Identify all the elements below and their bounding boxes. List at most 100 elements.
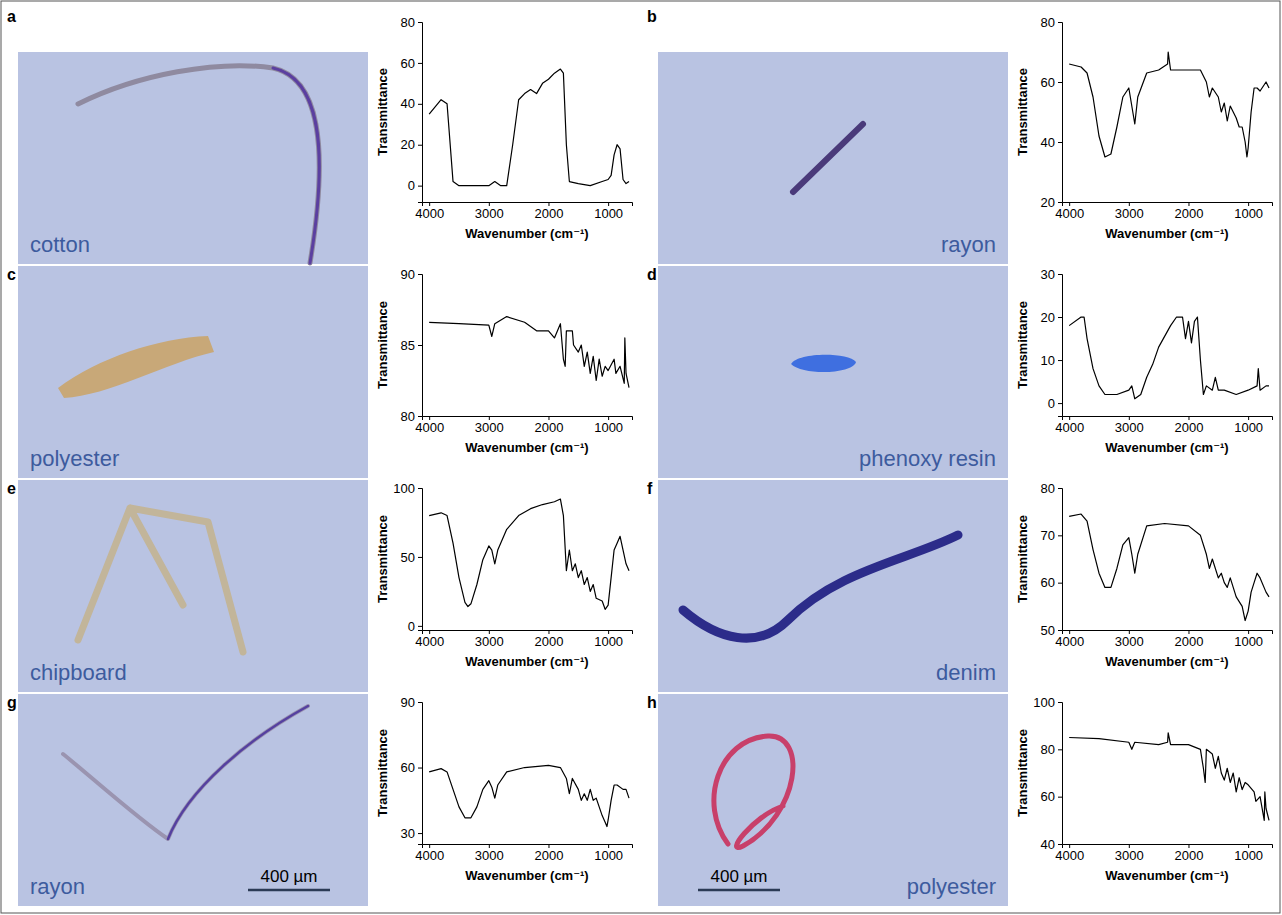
x-tick-label: 2000 <box>1175 634 1204 649</box>
y-tick-mark <box>1058 82 1062 83</box>
x-tick: 3000 <box>1115 202 1144 221</box>
x-tick: 4000 <box>415 202 444 221</box>
x-tick: 3000 <box>475 630 504 649</box>
fibre <box>63 706 308 839</box>
y-axis-line <box>1058 23 1063 203</box>
x-tick-label: 4000 <box>415 634 444 649</box>
y-tick-mark <box>418 345 422 346</box>
x-tick-label: 3000 <box>475 848 504 863</box>
y-axis-line <box>1058 275 1063 417</box>
y-tick-label: 60 <box>1041 789 1055 804</box>
x-tick-label: 2000 <box>1175 848 1204 863</box>
plot-area <box>1069 317 1269 399</box>
y-tick-label: 60 <box>1041 575 1055 590</box>
y-tick-mark <box>418 488 422 489</box>
x-tick-label: 3000 <box>1115 848 1144 863</box>
y-axis-title: Transmittance <box>375 515 390 603</box>
y-tick: 50 <box>401 550 422 565</box>
x-tick-label: 1000 <box>594 634 623 649</box>
y-tick-label: 30 <box>1041 267 1055 282</box>
y-tick-label: 80 <box>1041 742 1055 757</box>
y-tick-mark <box>1058 22 1062 23</box>
x-tick: 2000 <box>1175 416 1204 435</box>
x-tick: 1000 <box>594 202 623 221</box>
y-tick-mark <box>418 626 422 627</box>
y-tick: 60 <box>1041 789 1062 804</box>
y-tick: 60 <box>401 760 422 775</box>
y-tick-mark <box>1058 630 1062 631</box>
x-tick: 4000 <box>415 630 444 649</box>
y-tick-mark <box>418 63 422 64</box>
x-tick: 3000 <box>1115 844 1144 863</box>
y-tick-mark <box>418 833 422 834</box>
photo: phenoxy resin <box>658 266 1008 478</box>
scale-bar-label: 400 µm <box>260 867 317 886</box>
photo-background <box>18 480 368 692</box>
x-tick: 3000 <box>475 844 504 863</box>
y-tick: 30 <box>1041 267 1062 282</box>
x-tick-label: 4000 <box>415 206 444 221</box>
y-tick: 30 <box>401 826 422 841</box>
x-tick: 4000 <box>1055 844 1084 863</box>
spectrum-line <box>429 317 629 388</box>
scale-bar <box>248 889 330 892</box>
x-axis: 4000300020001000 <box>415 416 632 435</box>
x-tick-label: 1000 <box>1234 420 1263 435</box>
photo: cotton <box>18 52 368 264</box>
y-axis-title: Transmittance <box>375 68 390 156</box>
x-tick-label: 4000 <box>1055 848 1084 863</box>
photo: chipboard <box>18 480 368 692</box>
y-tick-label: 60 <box>401 56 415 71</box>
photo: polyester400 µm <box>658 694 1008 906</box>
fibre <box>58 336 214 398</box>
x-tick: 4000 <box>1055 630 1084 649</box>
y-tick-mark <box>1058 202 1062 203</box>
y-tick-label: 50 <box>401 550 415 565</box>
y-tick: 20 <box>1041 310 1062 325</box>
photo: polyester <box>18 266 368 478</box>
y-tick: 100 <box>393 481 422 496</box>
spectrum-line <box>429 765 629 826</box>
photo-background <box>658 480 1008 692</box>
x-tick-label: 2000 <box>535 634 564 649</box>
y-tick: 85 <box>401 338 422 353</box>
panel: dphenoxy resin40003000200010000102030Wav… <box>647 266 1273 478</box>
photo-background <box>18 52 368 264</box>
y-tick: 60 <box>401 56 422 71</box>
x-tick-label: 4000 <box>1055 420 1084 435</box>
x-tick-label: 2000 <box>1175 420 1204 435</box>
fibre <box>168 706 308 839</box>
x-tick-label: 4000 <box>415 848 444 863</box>
spectrum-line <box>1069 733 1269 821</box>
fibre <box>683 535 958 638</box>
y-axis-title: Transmittance <box>1015 729 1030 817</box>
y-tick: 20 <box>1041 195 1062 210</box>
y-axis-line <box>1058 703 1063 845</box>
panel: hpolyester400 µm400030002000100040608010… <box>647 694 1273 906</box>
sample-label: rayon <box>941 232 996 257</box>
y-tick-mark <box>418 416 422 417</box>
fibre <box>791 355 856 372</box>
y-tick: 60 <box>1041 575 1062 590</box>
y-axis: 0102030 <box>1041 267 1063 417</box>
x-axis: 4000 3000 2000 1000 <box>415 630 632 649</box>
photo-background <box>18 266 368 478</box>
y-tick-label: 20 <box>401 137 415 152</box>
x-tick-label: 1000 <box>594 848 623 863</box>
y-axis: 808590 <box>401 267 423 424</box>
y-tick-label: 30 <box>401 826 415 841</box>
y-tick-mark <box>418 145 422 146</box>
photo: rayon <box>658 52 1008 264</box>
y-tick-label: 80 <box>1041 15 1055 30</box>
panel: acotton4000300020001000020406080Wavenumb… <box>7 8 633 264</box>
y-tick-mark <box>1058 844 1062 845</box>
x-tick-label: 3000 <box>475 206 504 221</box>
y-tick-mark <box>1058 749 1062 750</box>
y-tick-mark <box>1058 403 1062 404</box>
y-tick-mark <box>418 274 422 275</box>
y-tick-label: 50 <box>1041 623 1055 638</box>
y-tick-mark <box>418 186 422 187</box>
x-tick-label: 1000 <box>1234 206 1263 221</box>
y-tick-mark <box>1058 488 1062 489</box>
panel-letter: b <box>647 8 657 25</box>
